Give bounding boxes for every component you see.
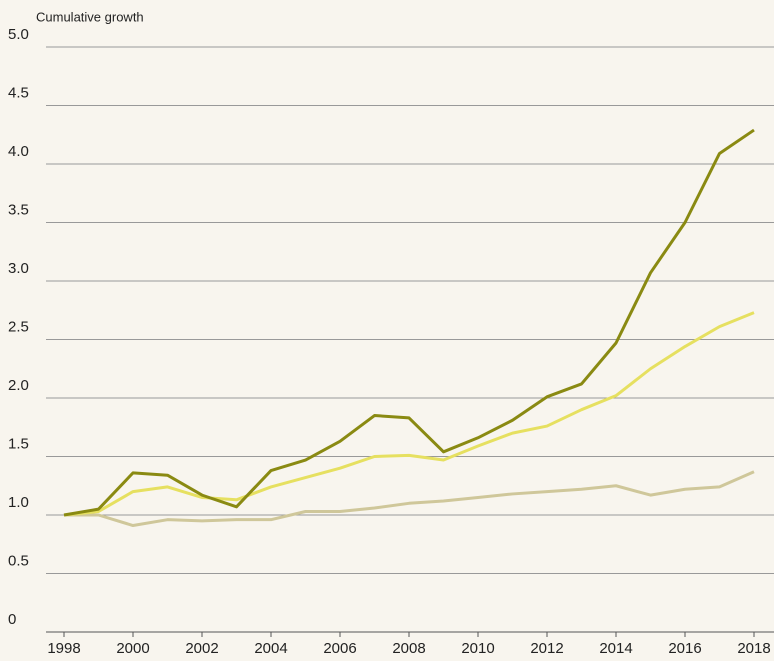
y-tick-label: 1.5 — [8, 435, 29, 452]
x-tick-label: 2008 — [392, 640, 425, 657]
x-tick-label: 2000 — [116, 640, 149, 657]
y-tick-label: 1.0 — [8, 494, 29, 511]
y-tick-label: 4.0 — [8, 143, 29, 160]
x-tick-label: 2006 — [323, 640, 356, 657]
x-tick-label: 2016 — [668, 640, 701, 657]
y-tick-label: 2.5 — [8, 318, 29, 335]
y-tick-label: 3.5 — [8, 201, 29, 218]
x-tick-label: 2014 — [599, 640, 632, 657]
x-tick-label: 1998 — [47, 640, 80, 657]
x-tick-label: 2002 — [185, 640, 218, 657]
x-tick-label: 2012 — [530, 640, 563, 657]
x-tick-label: 2004 — [254, 640, 287, 657]
y-tick-label: 4.5 — [8, 84, 29, 101]
y-tick-label: 3.0 — [8, 260, 29, 277]
y-tick-label: 0 — [8, 611, 16, 628]
line — [63, 128, 755, 517]
line — [64, 470, 755, 528]
x-tick-label: 2018 — [737, 640, 770, 657]
y-axis-label: Cumulative growth — [36, 9, 144, 24]
y-tick-label: 0.5 — [8, 552, 29, 569]
y-tick-label: 2.0 — [8, 377, 29, 394]
x-tick-label: 2010 — [461, 640, 494, 657]
line — [63, 311, 755, 517]
y-tick-label: 5.0 — [8, 26, 29, 43]
